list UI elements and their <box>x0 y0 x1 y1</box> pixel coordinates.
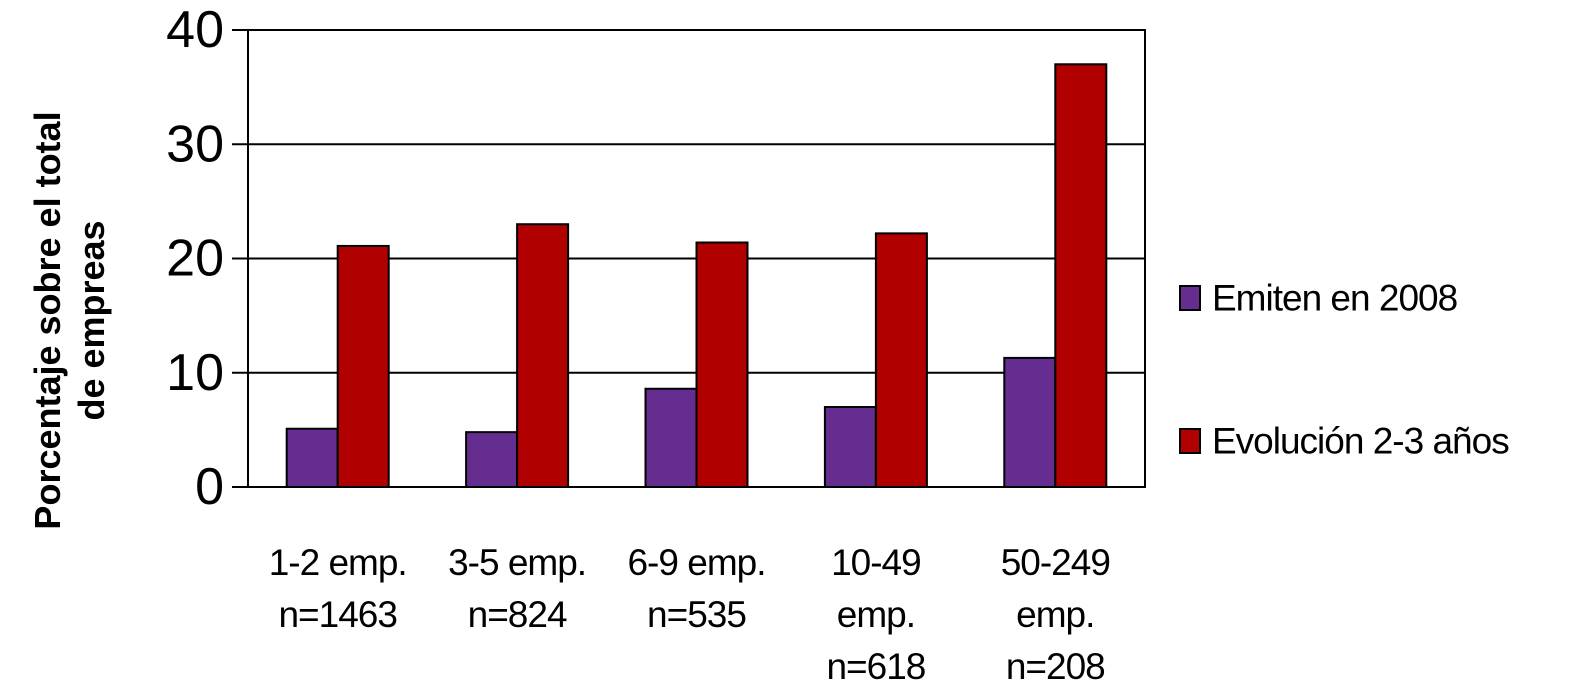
x-tick-label-line: n=618 <box>826 646 925 685</box>
y-tick-label: 10 <box>166 344 224 402</box>
x-tick-label: 1-2 emp. n=1463 <box>269 542 407 635</box>
x-tick-label-line: 6-9 emp. <box>627 542 765 583</box>
x-tick-label-line: n=824 <box>468 594 567 635</box>
x-axis-tick-labels: 1-2 emp. n=1463 3-5 emp. n=824 6-9 emp. n=535… <box>269 542 1111 685</box>
legend: Emiten en 2008 Evolución 2-3 años <box>1179 278 1510 462</box>
y-tick-label: 40 <box>166 1 224 59</box>
x-tick-label: 3-5 emp. n=824 <box>448 542 586 635</box>
x-tick-label-line: n=208 <box>1006 646 1105 685</box>
bar-evolucion-2-3-0 <box>336 244 390 488</box>
bar-emiten-2008-3 <box>823 406 877 488</box>
plot-area-frame <box>247 29 1146 488</box>
y-axis-title: Porcentaje sobre el totalde empreas <box>27 111 112 529</box>
legend-swatch <box>1179 428 1201 454</box>
x-tick-label-line: emp. <box>1016 594 1094 635</box>
x-tick-label-line: 50-249 <box>1001 542 1110 583</box>
x-tick-label-line: 10-49 <box>831 542 921 583</box>
bar-emiten-2008-1 <box>465 431 519 489</box>
y-axis-title-line: Porcentaje sobre el total <box>27 111 68 529</box>
bar-emiten-2008-0 <box>285 427 339 489</box>
x-tick-label: 10-49 emp. n=618 <box>826 542 925 685</box>
y-tick-label: 30 <box>166 115 224 173</box>
x-tick-label: 50-249 emp. n=208 <box>1001 542 1110 685</box>
y-axis-title-text: Porcentaje sobre el totalde empreas <box>27 111 112 529</box>
y-axis-ticks: 0 10 20 30 40 <box>166 1 248 516</box>
x-tick-label-line: 1-2 emp. <box>269 542 407 583</box>
legend-swatch <box>1179 285 1201 311</box>
x-tick-label-line: n=535 <box>647 594 746 635</box>
bar-evolucion-2-3-4 <box>1054 63 1108 489</box>
bar-evolucion-2-3-3 <box>874 232 928 488</box>
bar-emiten-2008-2 <box>644 387 698 488</box>
legend-label: Evolución 2-3 años <box>1212 421 1509 462</box>
y-tick-label: 20 <box>166 230 224 288</box>
x-tick-label-line: n=1463 <box>278 594 397 635</box>
bars <box>285 63 1108 489</box>
x-tick-label: 6-9 emp. n=535 <box>627 542 765 635</box>
y-tick-label: 0 <box>195 458 224 516</box>
bar-evolucion-2-3-2 <box>695 241 749 488</box>
y-axis-title-line: de empreas <box>71 220 112 420</box>
bar-evolucion-2-3-1 <box>516 223 570 488</box>
bar-emiten-2008-4 <box>1003 356 1057 488</box>
x-tick-label-line: 3-5 emp. <box>448 542 586 583</box>
x-tick-label-line: emp. <box>837 594 915 635</box>
legend-label: Emiten en 2008 <box>1212 278 1457 319</box>
